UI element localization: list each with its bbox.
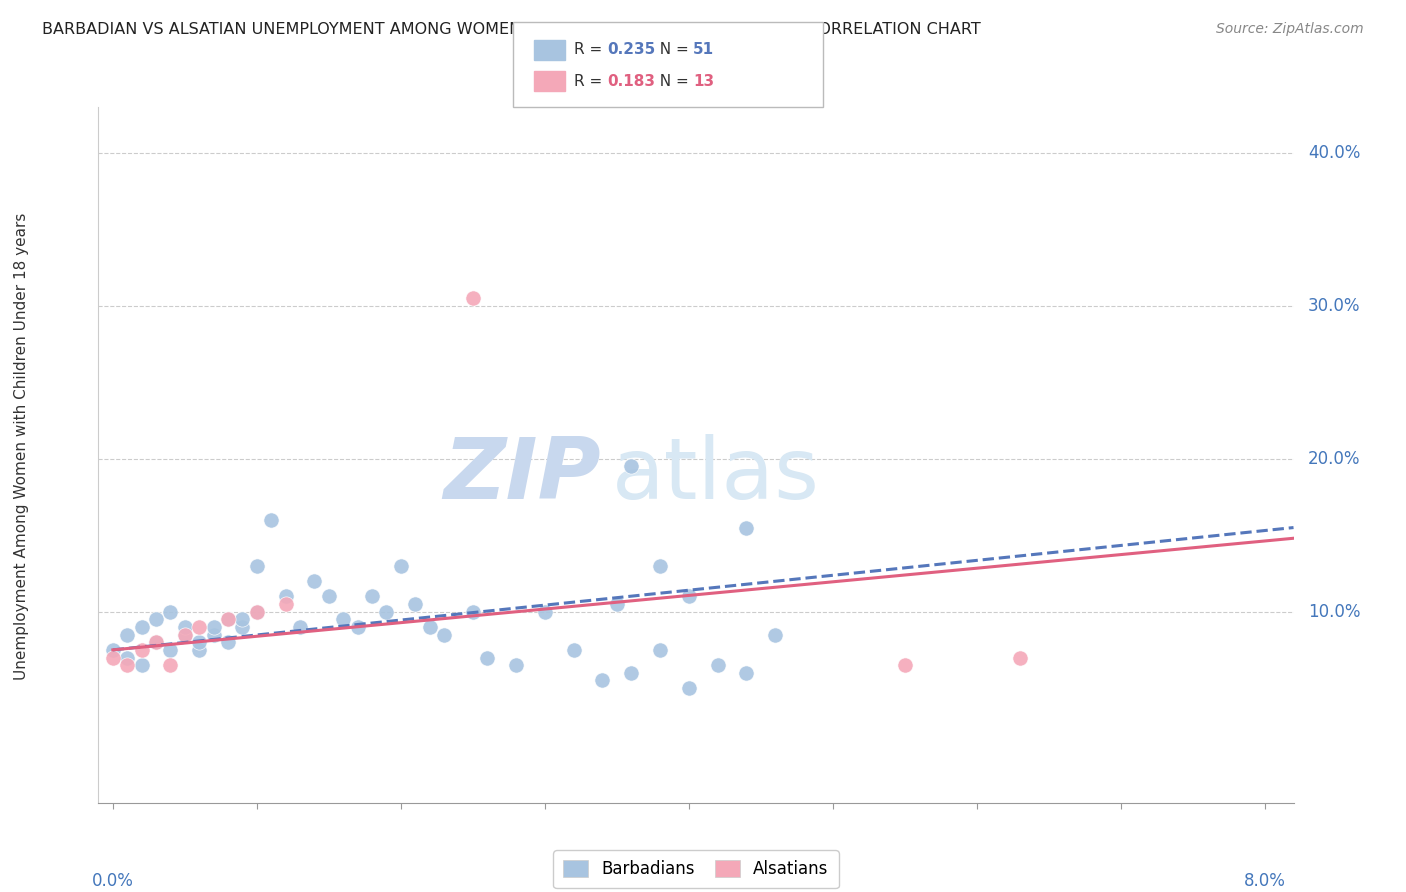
Point <box>389 558 412 573</box>
Point <box>202 627 225 641</box>
Point <box>145 635 167 649</box>
Point <box>620 459 643 474</box>
Point <box>606 597 628 611</box>
Point <box>188 620 211 634</box>
Point <box>505 658 527 673</box>
Point <box>304 574 326 588</box>
Point <box>461 291 484 305</box>
Point <box>591 673 613 688</box>
Point <box>115 658 138 673</box>
Text: 0.235: 0.235 <box>607 43 655 57</box>
Point <box>217 612 239 626</box>
Point <box>217 635 239 649</box>
Text: 0.0%: 0.0% <box>91 871 134 889</box>
Point <box>274 590 297 604</box>
Point <box>433 627 456 641</box>
Point <box>648 643 671 657</box>
Point <box>131 643 153 657</box>
Point <box>678 590 700 604</box>
Point <box>260 513 283 527</box>
Text: N =: N = <box>650 74 693 88</box>
Point <box>735 520 758 534</box>
Point <box>131 658 153 673</box>
Point <box>115 627 138 641</box>
Point <box>620 665 643 680</box>
Text: 30.0%: 30.0% <box>1308 297 1361 315</box>
Point <box>246 558 269 573</box>
Point <box>101 650 124 665</box>
Point <box>893 658 915 673</box>
Point <box>188 635 211 649</box>
Point <box>763 627 786 641</box>
Point <box>274 597 297 611</box>
Text: Unemployment Among Women with Children Under 18 years: Unemployment Among Women with Children U… <box>14 212 28 680</box>
Point <box>461 605 484 619</box>
Point <box>188 643 211 657</box>
Point <box>173 620 195 634</box>
Text: 20.0%: 20.0% <box>1308 450 1361 467</box>
Point <box>217 612 239 626</box>
Point <box>115 650 138 665</box>
Point <box>145 612 167 626</box>
Text: 0.183: 0.183 <box>607 74 655 88</box>
Point <box>375 605 398 619</box>
Point <box>678 681 700 695</box>
Text: atlas: atlas <box>612 434 820 517</box>
Point <box>706 658 728 673</box>
Point <box>562 643 585 657</box>
Text: 13: 13 <box>693 74 714 88</box>
Point <box>404 597 426 611</box>
Text: Source: ZipAtlas.com: Source: ZipAtlas.com <box>1216 22 1364 37</box>
Text: 40.0%: 40.0% <box>1308 144 1360 162</box>
Point <box>231 612 253 626</box>
Point <box>419 620 441 634</box>
Point <box>231 620 253 634</box>
Text: R =: R = <box>574 74 607 88</box>
Point <box>101 643 124 657</box>
Text: BARBADIAN VS ALSATIAN UNEMPLOYMENT AMONG WOMEN WITH CHILDREN UNDER 18 YEARS CORR: BARBADIAN VS ALSATIAN UNEMPLOYMENT AMONG… <box>42 22 981 37</box>
Text: R =: R = <box>574 43 607 57</box>
Point <box>533 605 555 619</box>
Text: 10.0%: 10.0% <box>1308 603 1361 621</box>
Point <box>145 635 167 649</box>
Point <box>159 643 181 657</box>
Point <box>346 620 368 634</box>
Legend: Barbadians, Alsatians: Barbadians, Alsatians <box>553 850 839 888</box>
Point <box>318 590 340 604</box>
Point <box>173 627 195 641</box>
Text: N =: N = <box>650 43 693 57</box>
Point <box>648 558 671 573</box>
Text: 8.0%: 8.0% <box>1244 871 1285 889</box>
Text: 51: 51 <box>693 43 714 57</box>
Point <box>159 605 181 619</box>
Point <box>361 590 384 604</box>
Point <box>288 620 311 634</box>
Point <box>202 620 225 634</box>
Point <box>246 605 269 619</box>
Point <box>159 658 181 673</box>
Point <box>1008 650 1031 665</box>
Point <box>735 665 758 680</box>
Point <box>477 650 499 665</box>
Point <box>173 627 195 641</box>
Point <box>131 620 153 634</box>
Text: ZIP: ZIP <box>443 434 600 517</box>
Point <box>246 605 269 619</box>
Point <box>332 612 354 626</box>
